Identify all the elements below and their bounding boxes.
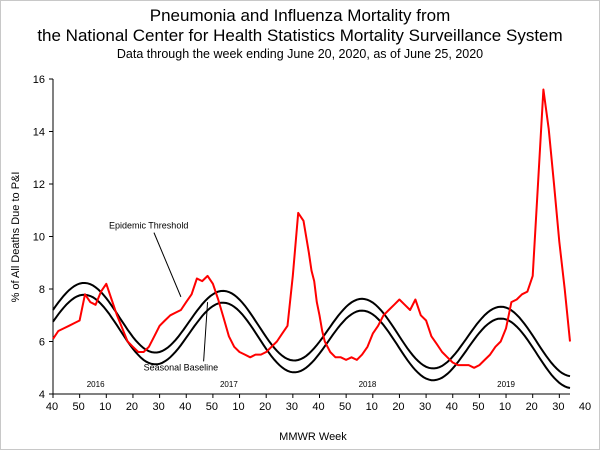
x-tick-label: 30: [286, 401, 298, 413]
x-tick-label: 10: [99, 401, 111, 413]
y-tick-label: 14: [33, 127, 45, 139]
x-tick-label: 30: [419, 401, 431, 413]
seasonal-baseline-label: Seasonal Baseline: [144, 362, 219, 372]
x-tick-label: 40: [446, 401, 458, 413]
x-tick-label: 50: [73, 401, 85, 413]
x-tick-label: 10: [366, 401, 378, 413]
annotations: Epidemic Threshold Seasonal Baseline: [109, 221, 218, 373]
x-tick-label: 20: [392, 401, 404, 413]
x-tick-label: 40: [579, 401, 591, 413]
y-ticks: 4 6 8 10 12 14 16: [33, 74, 53, 401]
chart-title-line2: the National Center for Health Statistic…: [37, 26, 563, 45]
epidemic-threshold-label: Epidemic Threshold: [109, 221, 188, 231]
pi-mortality-line: [52, 88, 571, 369]
y-tick-label: 12: [33, 179, 45, 191]
x-tick-label: 50: [206, 401, 218, 413]
year-label: 2016: [87, 380, 105, 389]
y-tick-label: 16: [33, 74, 45, 86]
epidemic-threshold-line: [52, 282, 571, 378]
x-tick-label: 30: [152, 401, 164, 413]
x-tick-label: 20: [259, 401, 271, 413]
x-tick-label: 20: [126, 401, 138, 413]
x-axis-label: MMWR Week: [279, 431, 347, 443]
x-tick-label: 10: [499, 401, 511, 413]
chart-title-line1: Pneumonia and Influenza Mortality from: [149, 6, 451, 25]
year-label: 2018: [359, 380, 377, 389]
chart-subtitle: Data through the week ending June 20, 20…: [116, 47, 484, 61]
x-tick-label: 50: [339, 401, 351, 413]
y-axis-label: % of All Deaths Due to P&I: [10, 172, 22, 303]
year-labels: 2016 2017 2018 2019: [87, 380, 516, 389]
y-tick-label: 6: [39, 337, 45, 349]
annotation-pointer: [203, 302, 209, 362]
x-tick-label: 40: [312, 401, 324, 413]
y-tick-label: 8: [39, 284, 45, 296]
year-label: 2019: [497, 380, 515, 389]
annotation-pointer: [153, 232, 182, 298]
x-tick-label: 50: [472, 401, 484, 413]
y-tick-label: 10: [33, 232, 45, 244]
y-tick-label: 4: [39, 389, 45, 401]
x-tick-label: 40: [46, 401, 58, 413]
x-tick-label: 40: [179, 401, 191, 413]
x-tick-label: 10: [232, 401, 244, 413]
seasonal-baseline-line: [52, 293, 571, 389]
year-label: 2017: [220, 380, 238, 389]
x-tick-label: 30: [552, 401, 564, 413]
x-tick-label: 20: [526, 401, 538, 413]
series-lines: [52, 88, 571, 389]
x-ticks: 40 50 10 20 30 40 50 10 20 30 40 50 10 20 30 40 50 10 20 30…: [46, 394, 591, 413]
